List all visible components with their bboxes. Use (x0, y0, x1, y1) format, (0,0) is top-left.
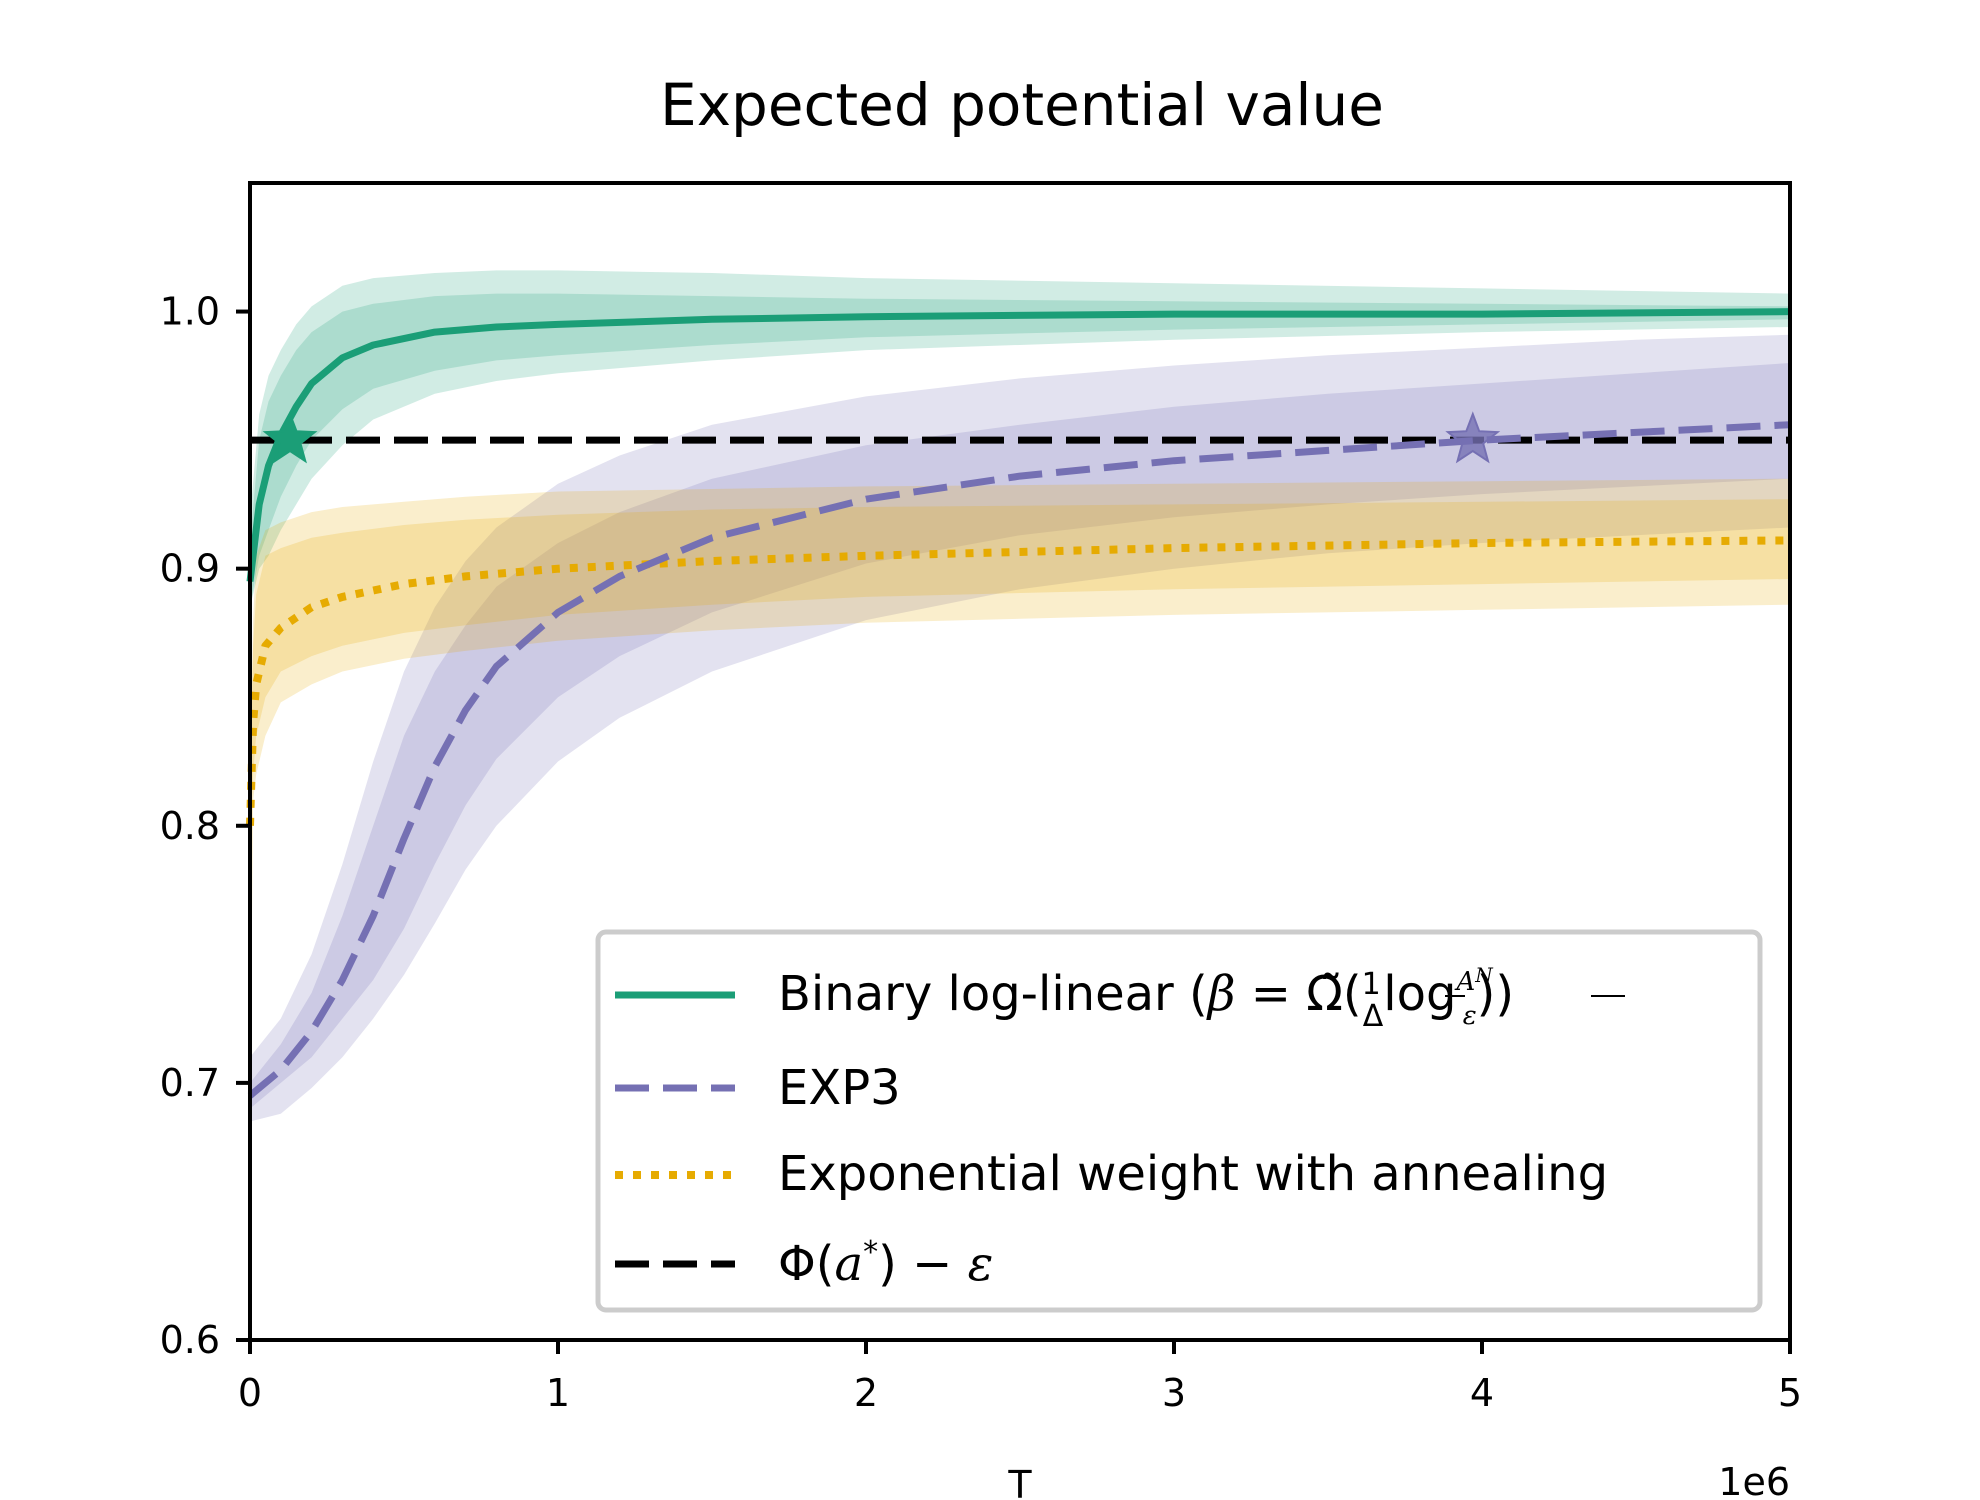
x-axis-label: T (1007, 1463, 1032, 1500)
legend-label-threshold: Φ(a*) − ε (778, 1235, 993, 1292)
x-tick-label: 0 (238, 1371, 262, 1415)
x-tick-label: 1 (546, 1371, 570, 1415)
legend-box (595, 929, 1763, 1313)
y-tick-label: 1.0 (160, 290, 220, 334)
x-tick-label: 4 (1470, 1371, 1494, 1415)
x-tick-label: 5 (1778, 1371, 1802, 1415)
plot-area (246, 270, 1791, 1148)
y-tick-label: 0.9 (160, 547, 220, 591)
axis-ticks: 0 1 2 3 4 5 0.6 0.7 0.8 0.9 1.0 (160, 290, 1803, 1415)
chart-title: Expected potential value (660, 71, 1384, 139)
series-1-line (247, 421, 1791, 1099)
series-0-star-marker (262, 411, 318, 464)
x-tick-label: 3 (1162, 1371, 1186, 1415)
series-0-band-outer (250, 270, 1790, 608)
series-1-band-inner (250, 363, 1790, 1109)
legend: Binary log-linear (β = Ω̃(1 ΔlogAN ε)) EXP… (595, 929, 1763, 1313)
x-offset-label: 1e6 (1718, 1460, 1790, 1500)
y-tick-label: 0.6 (160, 1318, 220, 1362)
series-2-band-inner (250, 499, 1790, 852)
legend-label-exponential-weight: Exponential weight with annealing (778, 1146, 1608, 1202)
y-tick-label: 0.8 (160, 804, 220, 848)
series-0-band-inner (250, 293, 1790, 608)
plot-frame (248, 181, 1792, 1342)
series-1-band-outer (250, 334, 1790, 1122)
y-tick-label: 0.7 (160, 1061, 220, 1105)
x-tick-label: 2 (854, 1371, 878, 1415)
legend-label-exp3: EXP3 (778, 1060, 901, 1116)
series-1-star-marker (1445, 411, 1501, 464)
series-0-line (246, 308, 1791, 582)
